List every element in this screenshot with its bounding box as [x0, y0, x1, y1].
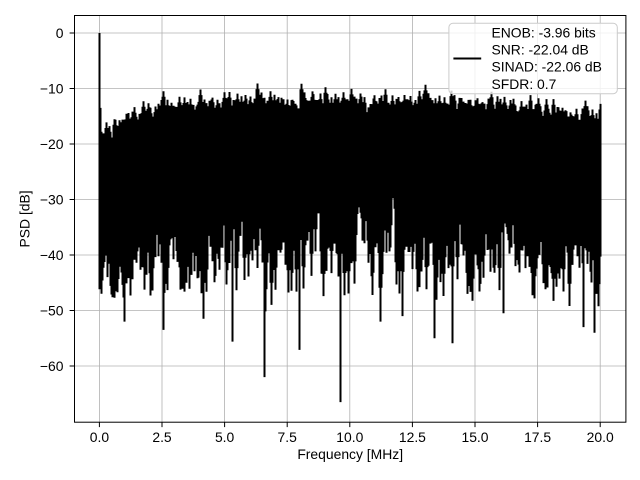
svg-text:15.0: 15.0 [461, 429, 488, 445]
svg-text:−50: −50 [40, 302, 64, 318]
svg-text:−40: −40 [40, 247, 64, 263]
svg-text:−30: −30 [40, 191, 64, 207]
svg-text:7.5: 7.5 [278, 429, 298, 445]
svg-text:12.5: 12.5 [399, 429, 426, 445]
svg-text:SNR: -22.04 dB: SNR: -22.04 dB [492, 42, 589, 58]
svg-text:SINAD: -22.06 dB: SINAD: -22.06 dB [492, 59, 602, 75]
svg-text:0: 0 [56, 25, 64, 41]
svg-text:17.5: 17.5 [524, 429, 551, 445]
svg-text:2.5: 2.5 [152, 429, 172, 445]
svg-text:ENOB: -3.96 bits: ENOB: -3.96 bits [492, 25, 596, 41]
svg-text:SFDR: 0.7: SFDR: 0.7 [492, 76, 557, 92]
svg-text:−20: −20 [40, 136, 64, 152]
svg-text:−60: −60 [40, 358, 64, 374]
svg-text:5.0: 5.0 [215, 429, 235, 445]
svg-text:10.0: 10.0 [336, 429, 363, 445]
svg-text:20.0: 20.0 [587, 429, 614, 445]
svg-text:PSD [dB]: PSD [dB] [17, 190, 33, 247]
svg-text:−10: −10 [40, 80, 64, 96]
svg-text:0.0: 0.0 [90, 429, 110, 445]
svg-text:Frequency [MHz]: Frequency [MHz] [297, 446, 403, 462]
